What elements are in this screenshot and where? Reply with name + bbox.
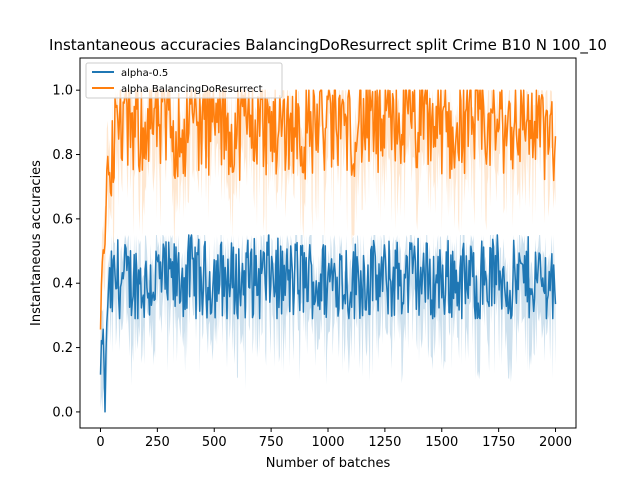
y-tick-label: 0.8 <box>52 148 73 163</box>
x-tick-label: 250 <box>145 435 170 450</box>
line-series-0 <box>99 234 557 413</box>
legend: alpha-0.5 alpha BalancingDoResurrect <box>85 62 283 99</box>
x-tick-label: 1000 <box>311 435 344 450</box>
x-axis-ticks: 0 250 500 750 1000 1250 1500 1750 2000 <box>96 428 572 450</box>
y-tick-label: 1.0 <box>52 84 73 99</box>
x-tick-label: 2000 <box>539 435 572 450</box>
x-axis-label: Number of batches <box>266 456 391 471</box>
y-tick-label: 0.0 <box>52 405 73 420</box>
series-lines <box>99 89 557 413</box>
x-tick-label: 750 <box>259 435 284 450</box>
legend-label-alpha-balancing: alpha BalancingDoResurrect <box>121 84 263 95</box>
x-tick-label: 1750 <box>482 435 515 450</box>
legend-label-alpha-0-5: alpha-0.5 <box>121 68 168 79</box>
chart-title: Instantaneous accuracies BalancingDoResu… <box>49 36 607 55</box>
line-series-1 <box>99 89 557 330</box>
x-tick-label: 1250 <box>368 435 401 450</box>
y-tick-label: 0.6 <box>52 212 73 227</box>
y-axis-label: Instantaneous accuracies <box>29 160 44 326</box>
y-tick-label: 0.4 <box>52 277 73 292</box>
y-axis-ticks: 0.0 0.2 0.4 0.6 0.8 1.0 <box>52 84 80 420</box>
x-tick-label: 0 <box>96 435 104 450</box>
x-tick-label: 1500 <box>425 435 458 450</box>
x-tick-label: 500 <box>202 435 227 450</box>
legend-box <box>85 62 283 99</box>
y-tick-label: 0.2 <box>52 341 73 356</box>
